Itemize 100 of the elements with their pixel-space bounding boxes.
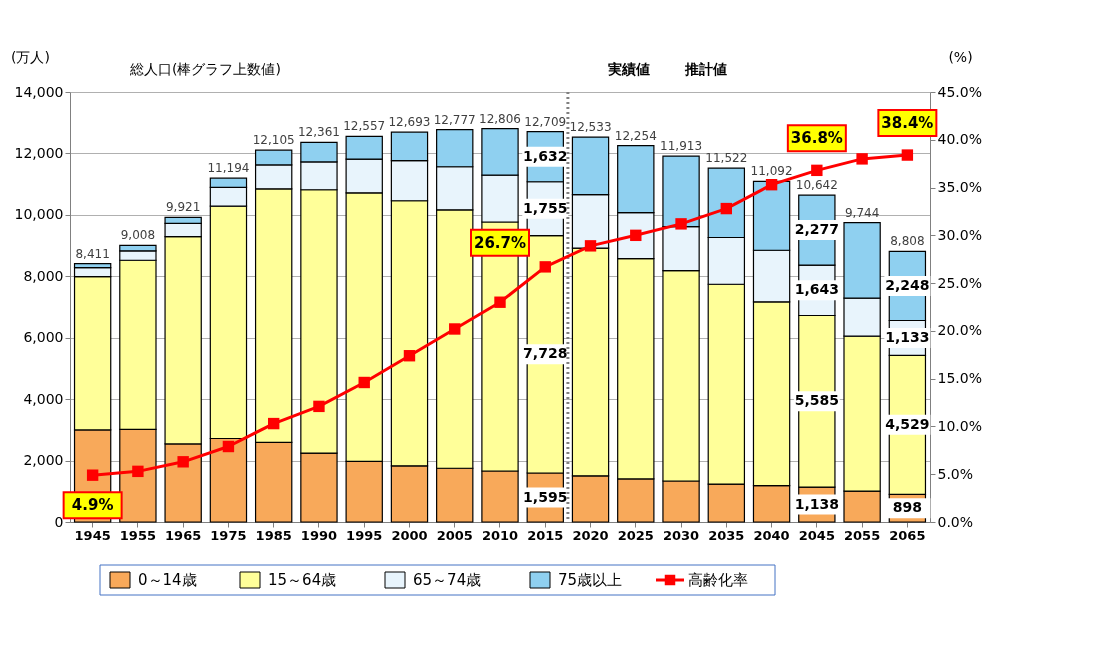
y-tick-label: 0: [54, 513, 64, 530]
point: [901, 149, 914, 161]
point: [267, 417, 280, 430]
legend-label: 75歳以上: [558, 571, 623, 589]
y-tick-label: 4,000: [23, 390, 64, 407]
y2-tick-label: 35.0%: [937, 179, 982, 196]
text: 総人口(棒グラフ上数値): [129, 61, 281, 77]
data-label: 4.9%: [71, 496, 114, 515]
legend-label: 15～64歳: [268, 571, 337, 589]
x-tick-label: 1965: [165, 527, 202, 543]
data-label: 898: [892, 499, 922, 516]
x-tick-label: 2005: [436, 527, 473, 543]
legend-label: 65～74歳: [413, 571, 482, 589]
data-label: 5,585: [794, 392, 839, 409]
legend-label: 高齢化率: [688, 571, 748, 589]
y2-tick-label: 15.0%: [937, 370, 982, 387]
x-tick-label: 1985: [255, 527, 292, 543]
total-label: 12,557: [343, 119, 386, 134]
y-tick-label: 14,000: [14, 83, 64, 100]
total-label: 12,254: [614, 128, 657, 143]
x-tick-label: 2000: [391, 527, 428, 543]
data-label: 1,643: [794, 281, 839, 298]
x-tick-label: 1995: [346, 527, 383, 543]
y-axis-title: (万人): [11, 48, 50, 65]
point: [177, 456, 189, 468]
total-label: 9,008: [120, 228, 156, 243]
y-tick-label: 8,000: [23, 267, 64, 284]
total-label: 11,092: [750, 164, 793, 179]
y2-tick-label: 20.0%: [937, 322, 982, 339]
data-label: 1,138: [794, 495, 839, 512]
y2-tick-label: 40.0%: [937, 131, 982, 148]
y-tick-label: 6,000: [23, 329, 64, 346]
total-label: 12,105: [252, 133, 295, 148]
data-label: 26.7%: [473, 233, 527, 252]
y2-tick-label: 25.0%: [937, 274, 982, 291]
total-label: 8,808: [890, 234, 925, 249]
data-label: 1,632: [523, 147, 568, 164]
point: [313, 400, 325, 413]
x-tick-label: 2040: [753, 527, 790, 543]
y2-tick-label: 0.0%: [937, 513, 974, 530]
x-tick-label: 2065: [889, 527, 926, 543]
point: [449, 323, 461, 335]
x-tick-label: 1945: [74, 527, 111, 543]
point: [765, 178, 778, 191]
text: 実績値: [608, 61, 650, 77]
y2-tick-label: 5.0%: [937, 465, 974, 482]
x-tick-label: 2015: [527, 527, 564, 543]
point: [584, 240, 597, 252]
total-label: 12,533: [569, 120, 612, 135]
data-label: 1,133: [885, 328, 930, 345]
y2-tick-label: 30.0%: [937, 226, 982, 243]
x-tick-label: 1990: [300, 527, 338, 543]
point: [675, 218, 687, 230]
total-label: 12,777: [433, 112, 476, 127]
data-label: 4,529: [885, 415, 930, 432]
data-label: 1,755: [523, 199, 568, 216]
data-label: 38.4%: [881, 114, 934, 133]
y-tick-label: 2,000: [23, 452, 64, 469]
point: [856, 153, 868, 165]
point: [358, 376, 370, 389]
y2-tick-label: 10.0%: [937, 417, 982, 434]
total-label: 11,194: [207, 161, 250, 176]
total-label: 9,744: [844, 205, 880, 220]
y-tick-label: 10,000: [14, 206, 64, 223]
data-label: 2,277: [794, 221, 839, 238]
data-label: 1,595: [523, 488, 568, 505]
data-label: 7,728: [523, 345, 568, 362]
x-tick-label: 2055: [844, 527, 881, 543]
total-label: 9,921: [165, 200, 201, 215]
total-label: 8,411: [75, 246, 110, 261]
point: [811, 164, 823, 177]
point: [494, 296, 506, 308]
x-tick-label: 2035: [708, 527, 745, 543]
x-tick-label: 2025: [617, 527, 654, 543]
y2-axis-title: (%): [948, 48, 973, 65]
x-tick-label: 2030: [662, 527, 700, 543]
total-label: 11,913: [660, 139, 703, 154]
x-tick-label: 2020: [572, 527, 609, 543]
y-tick-label: 12,000: [14, 144, 64, 161]
point: [539, 261, 551, 273]
point: [720, 202, 733, 215]
data-label: 36.8%: [790, 129, 843, 148]
text: 推計値: [684, 61, 727, 77]
x-tick-label: 2010: [481, 527, 519, 543]
x-tick-label: 1955: [119, 527, 156, 543]
total-label: 12,361: [297, 125, 340, 140]
x-tick-label: 1975: [210, 527, 247, 543]
total-label: 12,693: [388, 115, 431, 130]
data-label: 2,248: [885, 276, 930, 293]
point: [222, 440, 235, 453]
point: [132, 465, 144, 478]
total-label: 12,806: [479, 111, 521, 126]
point: [403, 350, 416, 362]
point: [86, 469, 99, 481]
total-label: 12,709: [524, 114, 567, 129]
legend-label: 0～14歳: [138, 571, 197, 589]
total-label: 11,522: [705, 151, 748, 166]
total-label: 10,642: [795, 178, 838, 193]
y2-tick-label: 45.0%: [937, 83, 982, 100]
x-tick-label: 2045: [798, 527, 835, 543]
